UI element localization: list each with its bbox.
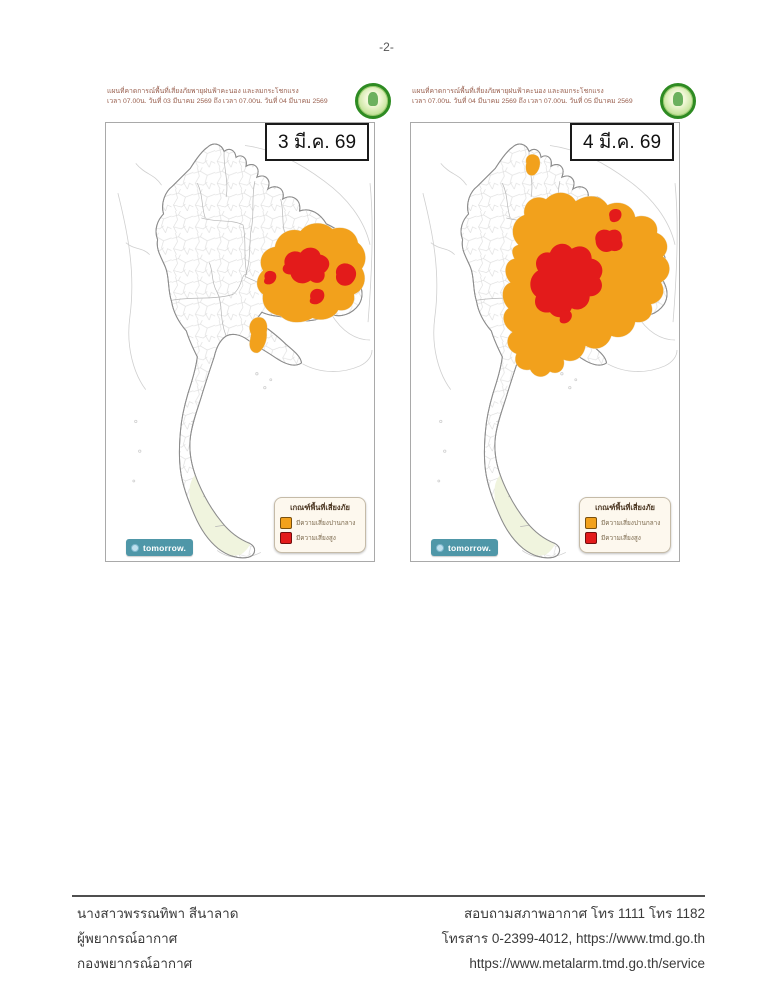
tomorrow-logo-icon <box>131 543 139 552</box>
high-risk-swatch <box>280 532 292 544</box>
footer-contact-block: สอบถามสภาพอากาศ โทร 1111 โทร 1182 โทรสาร… <box>442 901 705 976</box>
map-header: แผนที่คาดการณ์พื้นที่เสี่ยงภัยพายุฝนฟ้าค… <box>105 83 391 122</box>
forecaster-title: ผู้พยากรณ์อากาศ <box>77 931 178 946</box>
page-number: -2- <box>379 40 394 54</box>
map-panel: 4 มี.ค. 69 เกณฑ์พื้นที่เสี่ยงภัย มีความเ… <box>410 122 680 562</box>
legend-item-label: มีความเสี่ยงปานกลาง <box>296 520 356 527</box>
risk-legend: เกณฑ์พื้นที่เสี่ยงภัย มีความเสี่ยงปานกลา… <box>274 497 366 553</box>
thailand-map <box>411 123 679 561</box>
forecast-map-figure-day2: แผนที่คาดการณ์พื้นที่เสี่ยงภัยพายุฝนฟ้าค… <box>410 83 696 562</box>
footer-signature-block: นางสาวพรรณทิพา สีนาลาด ผู้พยากรณ์อากาศ ก… <box>77 901 239 976</box>
forecaster-name: นางสาวพรรณทิพา สีนาลาด <box>77 906 239 921</box>
footer-divider <box>72 895 705 897</box>
forecast-map-figure-day1: แผนที่คาดการณ์พื้นที่เสี่ยงภัยพายุฝนฟ้าค… <box>105 83 391 562</box>
legend-item-moderate: มีความเสี่ยงปานกลาง <box>585 517 665 529</box>
map-title: แผนที่คาดการณ์พื้นที่เสี่ยงภัยพายุฝนฟ้าค… <box>107 87 357 107</box>
legend-item-label: มีความเสี่ยงสูง <box>601 535 641 542</box>
date-label: 4 มี.ค. 69 <box>570 123 674 161</box>
risk-area-moderate-north <box>525 154 541 176</box>
tmd-logo-icon <box>355 83 391 119</box>
risk-area-high <box>264 247 357 305</box>
map-header: แผนที่คาดการณ์พื้นที่เสี่ยงภัยพายุฝนฟ้าค… <box>410 83 696 122</box>
legend-item-label: มีความเสี่ยงปานกลาง <box>601 520 661 527</box>
service-url-line: https://www.metalarm.tmd.go.th/service <box>469 956 705 971</box>
map-title-line1: แผนที่คาดการณ์พื้นที่เสี่ยงภัยพายุฝนฟ้าค… <box>107 88 299 95</box>
date-label: 3 มี.ค. 69 <box>265 123 369 161</box>
map-panel: 3 มี.ค. 69 เกณฑ์พื้นที่เสี่ยงภัย มีความเ… <box>105 122 375 562</box>
high-risk-swatch <box>585 532 597 544</box>
division-name: กองพยากรณ์อากาศ <box>77 956 193 971</box>
risk-legend: เกณฑ์พื้นที่เสี่ยงภัย มีความเสี่ยงปานกลา… <box>579 497 671 553</box>
tomorrow-logo-icon <box>436 543 444 552</box>
map-title-line2: เวลา 07.00น. วันที่ 04 มีนาคม 2569 ถึง เ… <box>412 98 633 105</box>
weather-inquiry-line: สอบถามสภาพอากาศ โทร 1111 โทร 1182 <box>463 906 705 921</box>
legend-item-moderate: มีความเสี่ยงปานกลาง <box>280 517 360 529</box>
tomorrow-label: tomorrow. <box>448 542 492 553</box>
tmd-logo-icon <box>660 83 696 119</box>
map-title: แผนที่คาดการณ์พื้นที่เสี่ยงภัยพายุฝนฟ้าค… <box>412 87 662 107</box>
fax-website-line: โทรสาร 0-2399-4012, https://www.tmd.go.t… <box>441 931 705 946</box>
tomorrow-label: tomorrow. <box>143 542 187 553</box>
moderate-risk-swatch <box>585 517 597 529</box>
tomorrow-watermark: tomorrow. <box>126 539 194 556</box>
map-title-line2: เวลา 07.00น. วันที่ 03 มีนาคม 2569 ถึง เ… <box>107 98 328 105</box>
legend-item-high: มีความเสี่ยงสูง <box>280 532 360 544</box>
moderate-risk-swatch <box>280 517 292 529</box>
map-title-line1: แผนที่คาดการณ์พื้นที่เสี่ยงภัยพายุฝนฟ้าค… <box>412 88 604 95</box>
legend-title: เกณฑ์พื้นที่เสี่ยงภัย <box>290 503 350 512</box>
risk-area-moderate-east <box>249 316 268 354</box>
risk-area-high <box>530 208 623 324</box>
tomorrow-watermark: tomorrow. <box>431 539 499 556</box>
thailand-map <box>106 123 374 561</box>
legend-item-label: มีความเสี่ยงสูง <box>296 535 336 542</box>
legend-item-high: มีความเสี่ยงสูง <box>585 532 665 544</box>
legend-title: เกณฑ์พื้นที่เสี่ยงภัย <box>595 503 655 512</box>
